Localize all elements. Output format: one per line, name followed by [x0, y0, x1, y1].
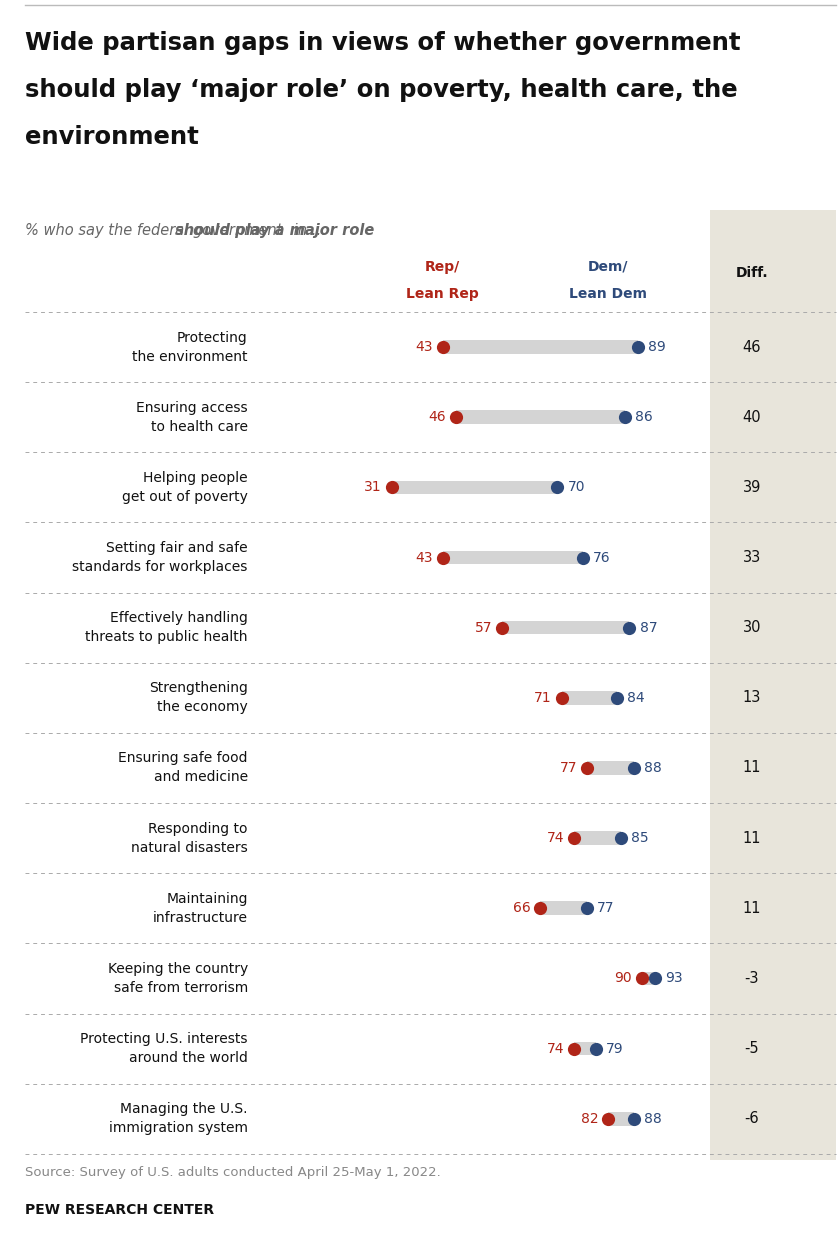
- Bar: [562, 691, 617, 704]
- Text: 39: 39: [743, 480, 761, 495]
- Text: 66: 66: [512, 901, 530, 915]
- Text: 82: 82: [580, 1112, 598, 1125]
- Text: 93: 93: [665, 972, 683, 985]
- Text: -3: -3: [744, 971, 759, 985]
- Bar: [443, 340, 638, 354]
- Bar: [540, 901, 587, 915]
- Text: -6: -6: [744, 1112, 759, 1127]
- Text: 71: 71: [534, 691, 552, 704]
- Text: 11: 11: [743, 831, 761, 846]
- Bar: [587, 761, 633, 775]
- Text: Ensuring access
to health care: Ensuring access to health care: [136, 401, 248, 433]
- Bar: [443, 551, 583, 565]
- Text: 77: 77: [597, 901, 615, 915]
- Text: Maintaining
infrastructure: Maintaining infrastructure: [153, 891, 248, 925]
- Text: 30: 30: [743, 620, 761, 635]
- Text: 85: 85: [631, 831, 648, 846]
- Text: 40: 40: [743, 410, 761, 425]
- Text: 11: 11: [743, 760, 761, 775]
- Bar: [642, 972, 655, 985]
- Text: Ensuring safe food
and medicine: Ensuring safe food and medicine: [118, 751, 248, 785]
- Text: 88: 88: [643, 761, 662, 775]
- Text: 89: 89: [648, 340, 666, 354]
- Text: Wide partisan gaps in views of whether government: Wide partisan gaps in views of whether g…: [25, 31, 741, 54]
- Text: Helping people
get out of poverty: Helping people get out of poverty: [122, 470, 248, 504]
- Text: Keeping the country
safe from terrorism: Keeping the country safe from terrorism: [108, 962, 248, 995]
- Text: Effectively handling
threats to public health: Effectively handling threats to public h…: [86, 612, 248, 644]
- Text: 46: 46: [428, 410, 445, 425]
- Text: should play a major role: should play a major role: [175, 223, 374, 238]
- Text: Lean Dem: Lean Dem: [570, 287, 648, 301]
- Bar: [455, 410, 625, 423]
- Text: 43: 43: [415, 551, 433, 565]
- Text: 90: 90: [615, 972, 632, 985]
- Text: should play ‘major role’ on poverty, health care, the: should play ‘major role’ on poverty, hea…: [25, 78, 738, 102]
- Bar: [710, 210, 836, 1160]
- Text: 87: 87: [639, 620, 657, 635]
- Text: Protecting
the environment: Protecting the environment: [133, 331, 248, 364]
- Text: Protecting U.S. interests
around the world: Protecting U.S. interests around the wor…: [81, 1032, 248, 1065]
- Text: Source: Survey of U.S. adults conducted April 25-May 1, 2022.: Source: Survey of U.S. adults conducted …: [25, 1166, 441, 1180]
- Text: Strengthening
the economy: Strengthening the economy: [149, 681, 248, 714]
- Text: % who say the federal government: % who say the federal government: [25, 223, 287, 238]
- Text: Lean Rep: Lean Rep: [407, 287, 479, 301]
- Bar: [502, 620, 629, 634]
- Text: Setting fair and safe
standards for workplaces: Setting fair and safe standards for work…: [72, 541, 248, 574]
- Text: Dem/: Dem/: [588, 260, 628, 274]
- Text: 13: 13: [743, 691, 761, 706]
- Text: 86: 86: [635, 410, 653, 425]
- Text: 57: 57: [475, 620, 492, 635]
- Text: Rep/: Rep/: [425, 260, 460, 274]
- Text: Diff.: Diff.: [736, 266, 768, 280]
- Text: 76: 76: [593, 551, 611, 565]
- Text: Responding to
natural disasters: Responding to natural disasters: [131, 822, 248, 854]
- Bar: [575, 832, 621, 844]
- Text: 74: 74: [547, 831, 564, 846]
- Text: Managing the U.S.
immigration system: Managing the U.S. immigration system: [109, 1102, 248, 1135]
- Text: 43: 43: [415, 340, 433, 354]
- Text: 84: 84: [627, 691, 644, 704]
- Text: -5: -5: [744, 1041, 759, 1056]
- Text: 79: 79: [606, 1041, 623, 1056]
- Text: 74: 74: [547, 1041, 564, 1056]
- Text: environment: environment: [25, 125, 199, 149]
- Text: 33: 33: [743, 550, 761, 565]
- Bar: [575, 1041, 596, 1055]
- Text: in …: in …: [289, 223, 327, 238]
- Text: 77: 77: [559, 761, 577, 775]
- Bar: [392, 480, 558, 494]
- Text: 70: 70: [568, 480, 585, 494]
- Text: PEW RESEARCH CENTER: PEW RESEARCH CENTER: [25, 1203, 214, 1217]
- Text: 11: 11: [743, 901, 761, 916]
- Text: 88: 88: [643, 1112, 662, 1125]
- Text: 31: 31: [365, 480, 382, 494]
- Bar: [608, 1112, 633, 1125]
- Text: 46: 46: [743, 339, 761, 354]
